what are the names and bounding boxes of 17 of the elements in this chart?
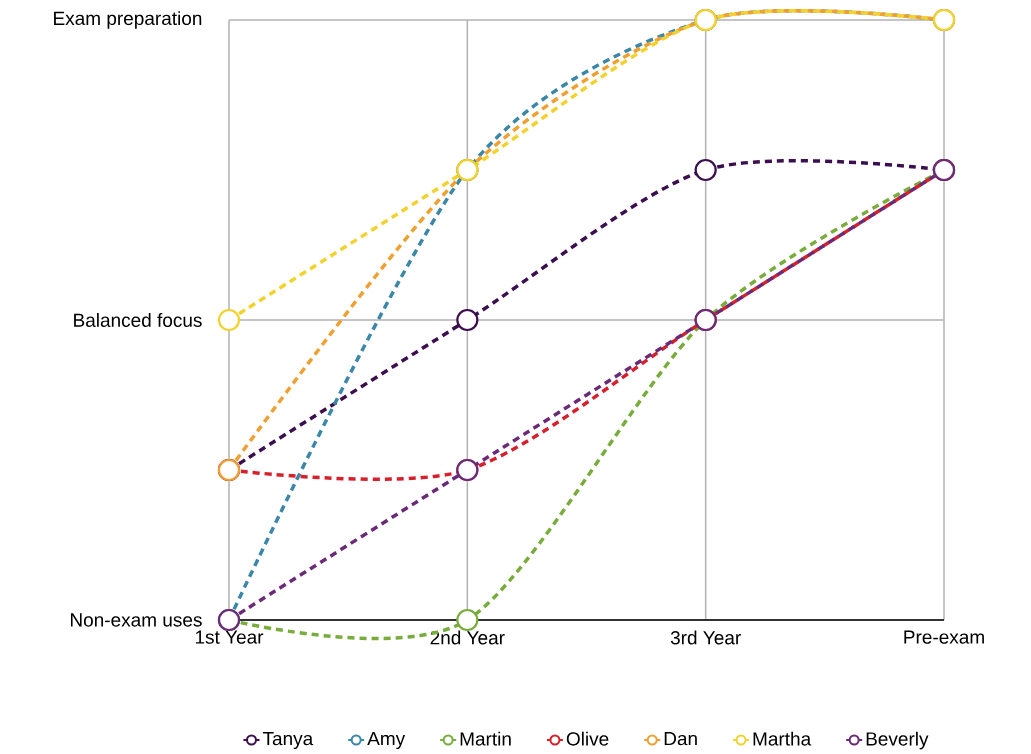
point [217, 308, 241, 332]
legend-label: Martha [753, 731, 812, 746]
text: Exam preparation [54, 11, 202, 29]
x-tick-label: 3rd Year [670, 630, 741, 645]
text: Balanced focus [74, 313, 202, 327]
legend-label: Dan [664, 732, 697, 746]
legend-label: Beverly [866, 731, 929, 750]
x-tick-label: 1st Year [195, 630, 264, 644]
point [456, 308, 479, 332]
legend-label: Amy [367, 732, 406, 750]
text: Non-exam uses [70, 613, 202, 627]
legend-label: Martin [460, 731, 511, 746]
legend-label: Olive [566, 731, 609, 746]
point [694, 158, 717, 182]
legend-label: Tanya [262, 732, 314, 750]
point [456, 608, 479, 632]
x-tick-label: Pre-exam [904, 630, 984, 644]
